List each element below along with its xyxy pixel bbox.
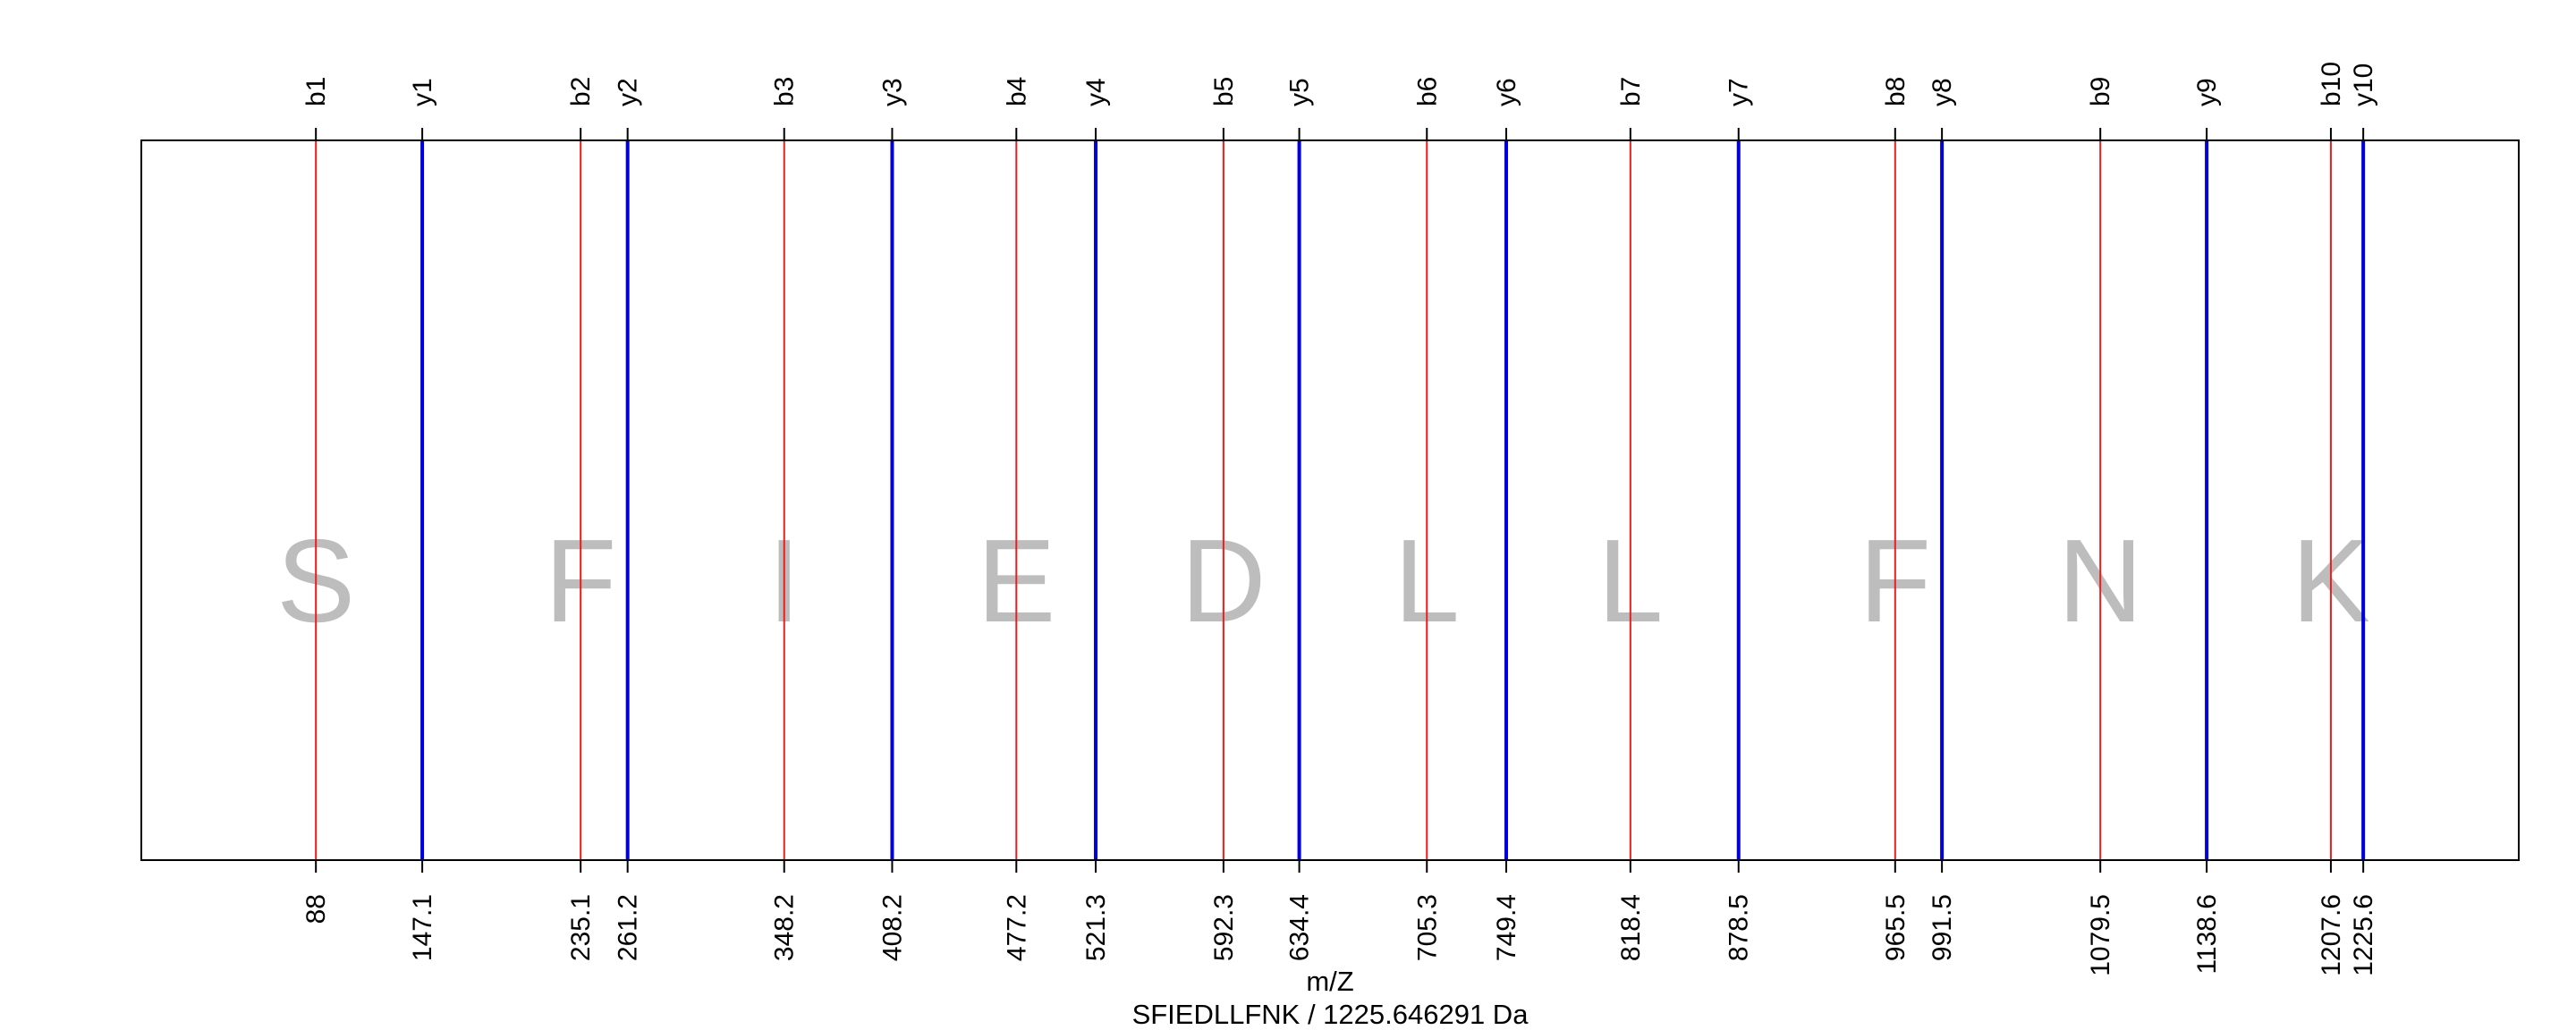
- b-ion-mz-label: 1079.5: [2086, 894, 2115, 976]
- y-ion-label: y9: [2192, 78, 2222, 106]
- b-ion-mz-label: 592.3: [1209, 894, 1239, 961]
- y-ion-mz-label: 408.2: [877, 894, 907, 961]
- y-ion-label: y7: [1724, 78, 1754, 106]
- b-ion-mz-label: 1207.6: [2317, 894, 2346, 976]
- b-ion-label: b4: [1002, 77, 1031, 106]
- b-ion-mz-label: 965.5: [1881, 894, 1911, 961]
- ion-lines: [315, 140, 2366, 860]
- y-ion-label: y3: [877, 78, 907, 106]
- y-ion-mz-label: 261.2: [614, 894, 643, 961]
- y-ion-mz-label: 521.3: [1081, 894, 1111, 961]
- y-ion-label: y5: [1285, 78, 1315, 106]
- y-ion-mz-label: 749.4: [1492, 894, 1521, 961]
- y-ion-mz-label: 1225.6: [2349, 894, 2378, 976]
- b-ion-label: b10: [2317, 62, 2346, 106]
- y-ion-label: y8: [1928, 78, 1957, 106]
- y-ion-mz-label: 634.4: [1285, 894, 1315, 961]
- b-ion-mz-label: 818.4: [1616, 894, 1646, 961]
- b-ion-label: b1: [301, 77, 331, 106]
- bottom-mz-axis: 88 235.1 348.2 477.2 592.3 705.3 818.4 965.5 107…: [301, 860, 2378, 976]
- y-ion-label: y1: [408, 78, 437, 106]
- y-ion-label: y2: [614, 78, 643, 106]
- b-ion-mz-label: 348.2: [770, 894, 800, 961]
- b-ion-mz-label: 235.1: [566, 894, 596, 961]
- x-axis-title: m/Z: [1306, 966, 1353, 997]
- y-ion-mz-label: 1138.6: [2192, 894, 2222, 975]
- top-ion-axis: b1 b2 b3 b4 b5 b6 b7 b8 b9 b10 y1 y2 y3 y4 y5 y6 y7 y8 y9 y…: [301, 62, 2378, 140]
- b-ion-label: b8: [1881, 77, 1911, 106]
- chart-subtitle: SFIEDLLFNK / 1225.646291 Da: [1132, 999, 1530, 1030]
- b-ion-label: b2: [566, 77, 596, 106]
- y-ion-mz-label: 147.1: [408, 894, 437, 961]
- b-ion-label: b9: [2086, 77, 2115, 106]
- y-ion-label: y6: [1492, 78, 1521, 106]
- b-ion-label: b6: [1412, 77, 1442, 106]
- plot-frame: [140, 139, 2520, 861]
- b-ion-mz-label: 705.3: [1412, 894, 1442, 961]
- b-ion-label: b5: [1209, 77, 1239, 106]
- b-ion-label: b3: [770, 77, 800, 106]
- b-ion-mz-label: 477.2: [1002, 894, 1031, 961]
- y-ion-label: y10: [2349, 63, 2378, 106]
- b-ion-mz-label: 88: [301, 894, 331, 924]
- y-ion-mz-label: 991.5: [1928, 894, 1957, 961]
- b-ion-label: b7: [1616, 77, 1646, 106]
- y-ion-mz-label: 878.5: [1724, 894, 1754, 961]
- y-ion-label: y4: [1081, 78, 1111, 106]
